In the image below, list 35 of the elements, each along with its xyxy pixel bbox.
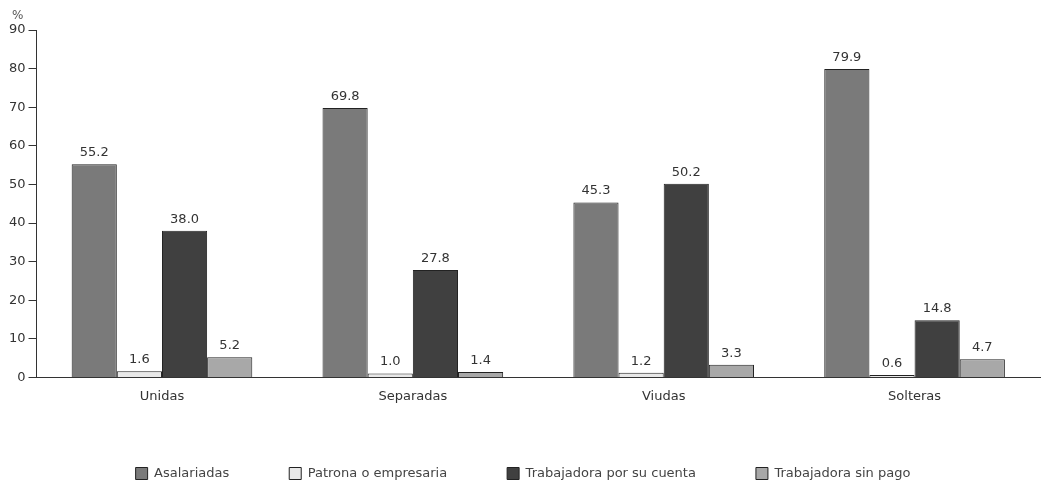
y-tick-label: 50 (9, 175, 26, 191)
x-tick-label: Solteras (888, 387, 942, 403)
y-tick-label: 60 (9, 137, 26, 153)
y-tick-label: 90 (9, 21, 26, 37)
y-tick-label: 0 (17, 368, 26, 384)
data-label: 1.2 (630, 352, 652, 368)
data-label: 27.8 (420, 249, 450, 265)
data-label: 45.3 (581, 182, 611, 198)
y-tick-label: 30 (9, 252, 26, 268)
data-label: 38.0 (170, 210, 200, 226)
y-tick-label: 10 (9, 330, 26, 346)
data-label: 69.8 (330, 87, 360, 103)
x-tick-label: Separadas (378, 387, 448, 403)
y-tick-label: 20 (9, 291, 26, 307)
legend-label: Trabajadora sin pago (773, 464, 911, 480)
y-tick-label: 40 (9, 214, 26, 230)
data-label: 50.2 (671, 163, 701, 179)
y-tick-label: 70 (9, 98, 26, 114)
x-tick-label: Viudas (641, 387, 686, 403)
data-label: 14.8 (922, 300, 952, 316)
data-label: 1.0 (379, 353, 401, 369)
y-axis-title: % (12, 8, 24, 23)
data-label: 1.4 (470, 351, 491, 367)
data-label: 3.3 (721, 344, 742, 360)
data-label: 1.6 (129, 351, 150, 367)
x-tick-label: Unidas (139, 387, 185, 403)
data-label: 5.2 (219, 337, 241, 353)
y-tick-label: 80 (9, 59, 26, 75)
data-label: 55.2 (79, 144, 109, 160)
data-label: 0.6 (881, 354, 903, 370)
legend-label: Asalariadas (154, 464, 230, 480)
data-label: 4.7 (971, 339, 993, 355)
legend-label: Patrona o empresaria (307, 464, 448, 480)
data-label: 79.9 (832, 48, 862, 64)
legend-label: Trabajadora por su cuenta (524, 464, 696, 480)
